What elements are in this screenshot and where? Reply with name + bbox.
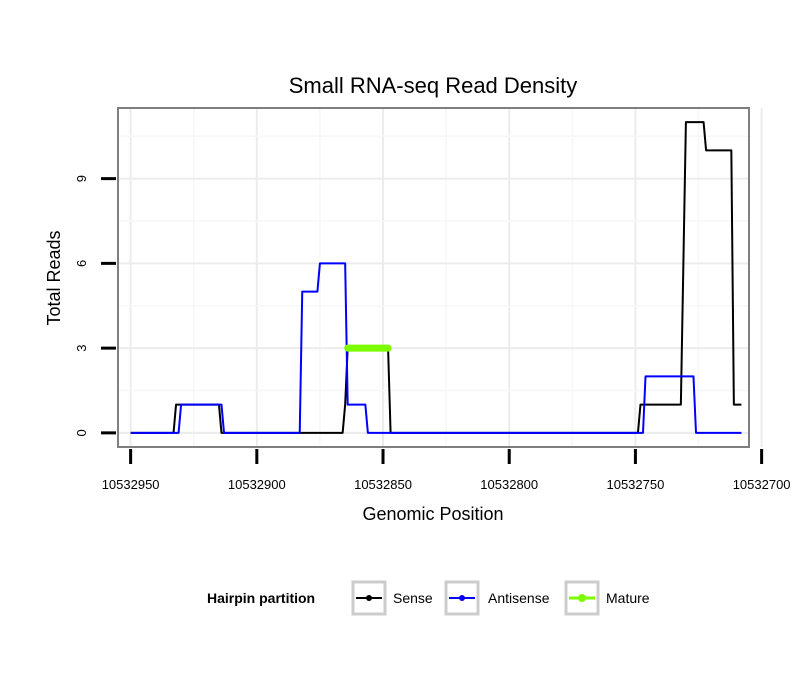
legend-key-point-sense [366, 595, 372, 601]
series-lines [130, 121, 742, 434]
y-tick-label: 9 [74, 175, 89, 182]
legend: Hairpin partition Sense Antisense Mature [207, 580, 650, 616]
plot-border [117, 107, 750, 448]
x-tick-label: 10532950 [102, 477, 160, 492]
x-axis-title: Genomic Position [362, 504, 503, 524]
chart-title: Small RNA-seq Read Density [289, 73, 578, 98]
x-tick-label: 10532700 [733, 477, 791, 492]
y-tick-label: 3 [74, 345, 89, 352]
y-axis-title: Total Reads [44, 230, 64, 325]
y-tick-label: 0 [74, 429, 89, 436]
legend-key-point-mature [578, 594, 586, 602]
series-line-antisense [130, 262, 742, 434]
plot-background [118, 108, 749, 447]
x-tick-label: 10532850 [354, 477, 412, 492]
x-tick-label: 10532750 [606, 477, 664, 492]
legend-label-sense: Sense [393, 590, 433, 606]
x-axis: 10532950 10532900 10532850 10532800 10532750… [102, 449, 791, 492]
x-tick-label: 10532800 [480, 477, 538, 492]
legend-title: Hairpin partition [207, 590, 315, 606]
x-tick-label: 10532900 [228, 477, 286, 492]
legend-key-point-antisense [459, 595, 465, 601]
legend-label-mature: Mature [606, 590, 650, 606]
y-tick-label: 6 [74, 260, 89, 267]
y-axis: 0 3 6 9 [74, 175, 116, 436]
legend-label-antisense: Antisense [488, 590, 550, 606]
